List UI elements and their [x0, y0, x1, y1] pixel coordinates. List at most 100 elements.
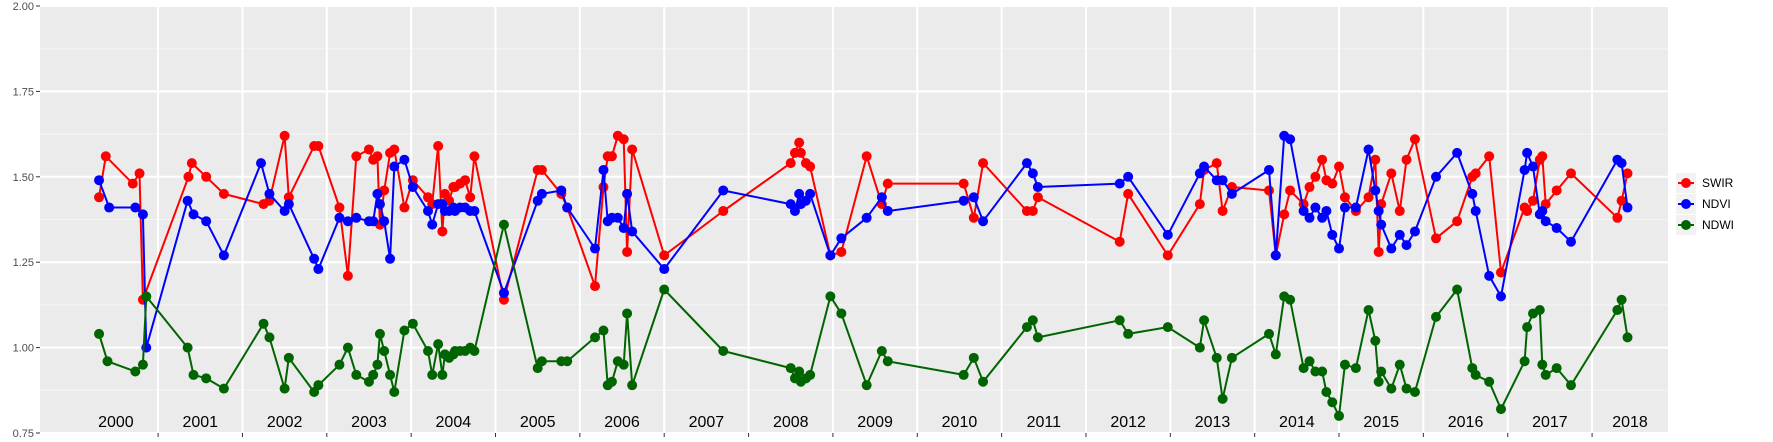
ndvi-point — [1484, 270, 1495, 281]
ndvi-point — [1226, 188, 1237, 199]
ndvi-point — [882, 205, 893, 216]
ndwi-point — [622, 308, 633, 319]
swir-point — [1162, 250, 1173, 261]
legend-label-ndvi: NDVI — [1702, 197, 1731, 211]
ndvi-point — [1622, 202, 1633, 213]
swir-point — [978, 158, 989, 169]
ndvi-point — [313, 264, 324, 275]
ndvi-point — [622, 188, 633, 199]
ndwi-point — [102, 356, 113, 367]
swir-point — [183, 171, 194, 182]
swir-point — [1317, 154, 1328, 165]
ndwi-point — [968, 352, 979, 363]
ndwi-point — [137, 359, 148, 370]
ndwi-point — [606, 376, 617, 387]
year-label: 2014 — [1279, 414, 1315, 431]
y-tick-label: 0.75 — [13, 428, 34, 440]
ndwi-point — [1298, 363, 1309, 374]
ndwi-point — [437, 369, 448, 380]
ndwi-point — [1401, 383, 1412, 394]
ndwi-point — [218, 383, 229, 394]
year-label: 2005 — [520, 414, 556, 431]
ndwi-point — [562, 356, 573, 367]
ndwi-point — [469, 346, 480, 357]
ndwi-point — [1409, 387, 1420, 398]
swir-point — [1565, 168, 1576, 179]
ndwi-point — [1162, 322, 1173, 333]
ndwi-point — [130, 366, 141, 377]
y-tick-label: 2.00 — [13, 1, 34, 13]
swir-point — [536, 164, 547, 175]
ndvi-point — [104, 202, 115, 213]
swir-point — [1123, 188, 1134, 199]
ndvi-point — [1540, 216, 1551, 227]
ndwi-point — [876, 346, 887, 357]
ndwi-point — [1537, 359, 1548, 370]
ndvi-point — [718, 185, 729, 196]
ndwi-point — [1334, 410, 1345, 421]
swir-point — [218, 188, 229, 199]
ndwi-point — [1304, 356, 1315, 367]
ndwi-point — [1534, 305, 1545, 316]
ndvi-point — [1123, 171, 1134, 182]
y-tick-label: 1.75 — [13, 86, 34, 98]
swir-point — [1622, 168, 1633, 179]
ndvi-point — [368, 216, 379, 227]
ndwi-point — [1551, 363, 1562, 374]
swir-point — [968, 212, 979, 223]
ndwi-point — [1199, 315, 1210, 326]
ndvi-point — [1270, 250, 1281, 261]
ndwi-point — [264, 332, 275, 343]
ndwi-point — [1270, 349, 1281, 360]
year-label: 2018 — [1612, 414, 1648, 431]
swir-point — [1470, 168, 1481, 179]
legend-label-swir: SWIR — [1702, 176, 1734, 190]
swir-point — [100, 151, 111, 162]
ndwi-point — [1032, 332, 1043, 343]
ndvi-point — [342, 216, 353, 227]
ndvi-point — [389, 161, 400, 172]
legend-label-ndwi: NDWI — [1702, 218, 1734, 232]
swir-point — [1264, 185, 1275, 196]
ndvi-point — [1321, 205, 1332, 216]
swir-point — [1386, 168, 1397, 179]
ndvi-point — [1537, 205, 1548, 216]
ndwi-point — [1612, 305, 1623, 316]
swir-point — [186, 158, 197, 169]
swir-point — [718, 205, 729, 216]
ndvi-point — [618, 223, 629, 234]
swir-point — [1027, 205, 1038, 216]
ndwi-point — [978, 376, 989, 387]
ndvi-point — [1285, 134, 1296, 145]
ndwi-point — [258, 318, 269, 329]
swir-point — [1394, 205, 1405, 216]
ndwi-point — [379, 346, 390, 357]
year-label: 2012 — [1110, 414, 1146, 431]
swir-point — [805, 161, 816, 172]
ndvi-point — [469, 205, 480, 216]
swir-point — [134, 168, 145, 179]
ndvi-point — [1394, 229, 1405, 240]
ndvi-point — [1470, 205, 1481, 216]
ndwi-point — [351, 369, 362, 380]
swir-point — [1304, 182, 1315, 193]
swir-point — [1431, 233, 1442, 244]
ndvi-point — [1310, 202, 1321, 213]
ndvi-point — [1386, 243, 1397, 254]
ndwi-point — [1484, 376, 1495, 387]
ndwi-point — [1285, 294, 1296, 305]
ndvi-point — [188, 209, 199, 220]
ndwi-point — [1339, 359, 1350, 370]
swir-point — [627, 144, 638, 155]
swir-point — [201, 171, 212, 182]
ndwi-point — [1519, 356, 1530, 367]
swir-point — [622, 246, 633, 257]
swir-point — [1217, 205, 1228, 216]
ndwi-point — [1211, 352, 1222, 363]
ndvi-point — [130, 202, 141, 213]
ndvi-point — [182, 195, 193, 206]
ndvi-point — [1339, 202, 1350, 213]
ndwi-point — [1123, 328, 1134, 339]
ndwi-point — [659, 284, 670, 295]
ndwi-point — [536, 356, 547, 367]
